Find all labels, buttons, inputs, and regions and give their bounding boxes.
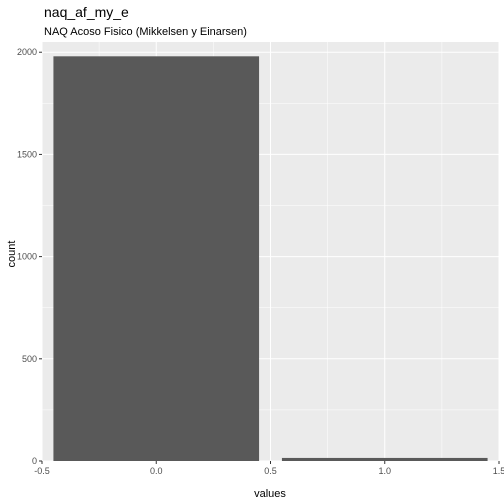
x-tick-label: -0.5: [34, 466, 50, 476]
chart-subtitle: NAQ Acoso Fisico (Mikkelsen y Einarsen): [44, 26, 247, 38]
x-tick-label: 0.0: [150, 466, 163, 476]
y-tick-label: 1500: [17, 149, 37, 159]
x-tick-label: 0.5: [264, 466, 277, 476]
y-axis: 0 500 1000 1500 2000: [17, 47, 42, 466]
bars: [53, 56, 488, 462]
y-tick-label: 1000: [17, 252, 37, 262]
y-axis-title: count: [6, 241, 18, 268]
y-tick-label: 500: [22, 354, 37, 364]
x-tick-label: 1.5: [493, 466, 504, 476]
x-axis: -0.5 0.0 0.5 1.0 1.5: [34, 461, 504, 476]
y-tick-label: 2000: [17, 47, 37, 57]
bar: [53, 56, 260, 462]
chart-title: naq_af_my_e: [44, 4, 129, 20]
bar: [281, 457, 488, 461]
x-tick-label: 1.0: [378, 466, 391, 476]
x-axis-title: values: [254, 488, 286, 500]
y-tick-label: 0: [32, 456, 37, 466]
